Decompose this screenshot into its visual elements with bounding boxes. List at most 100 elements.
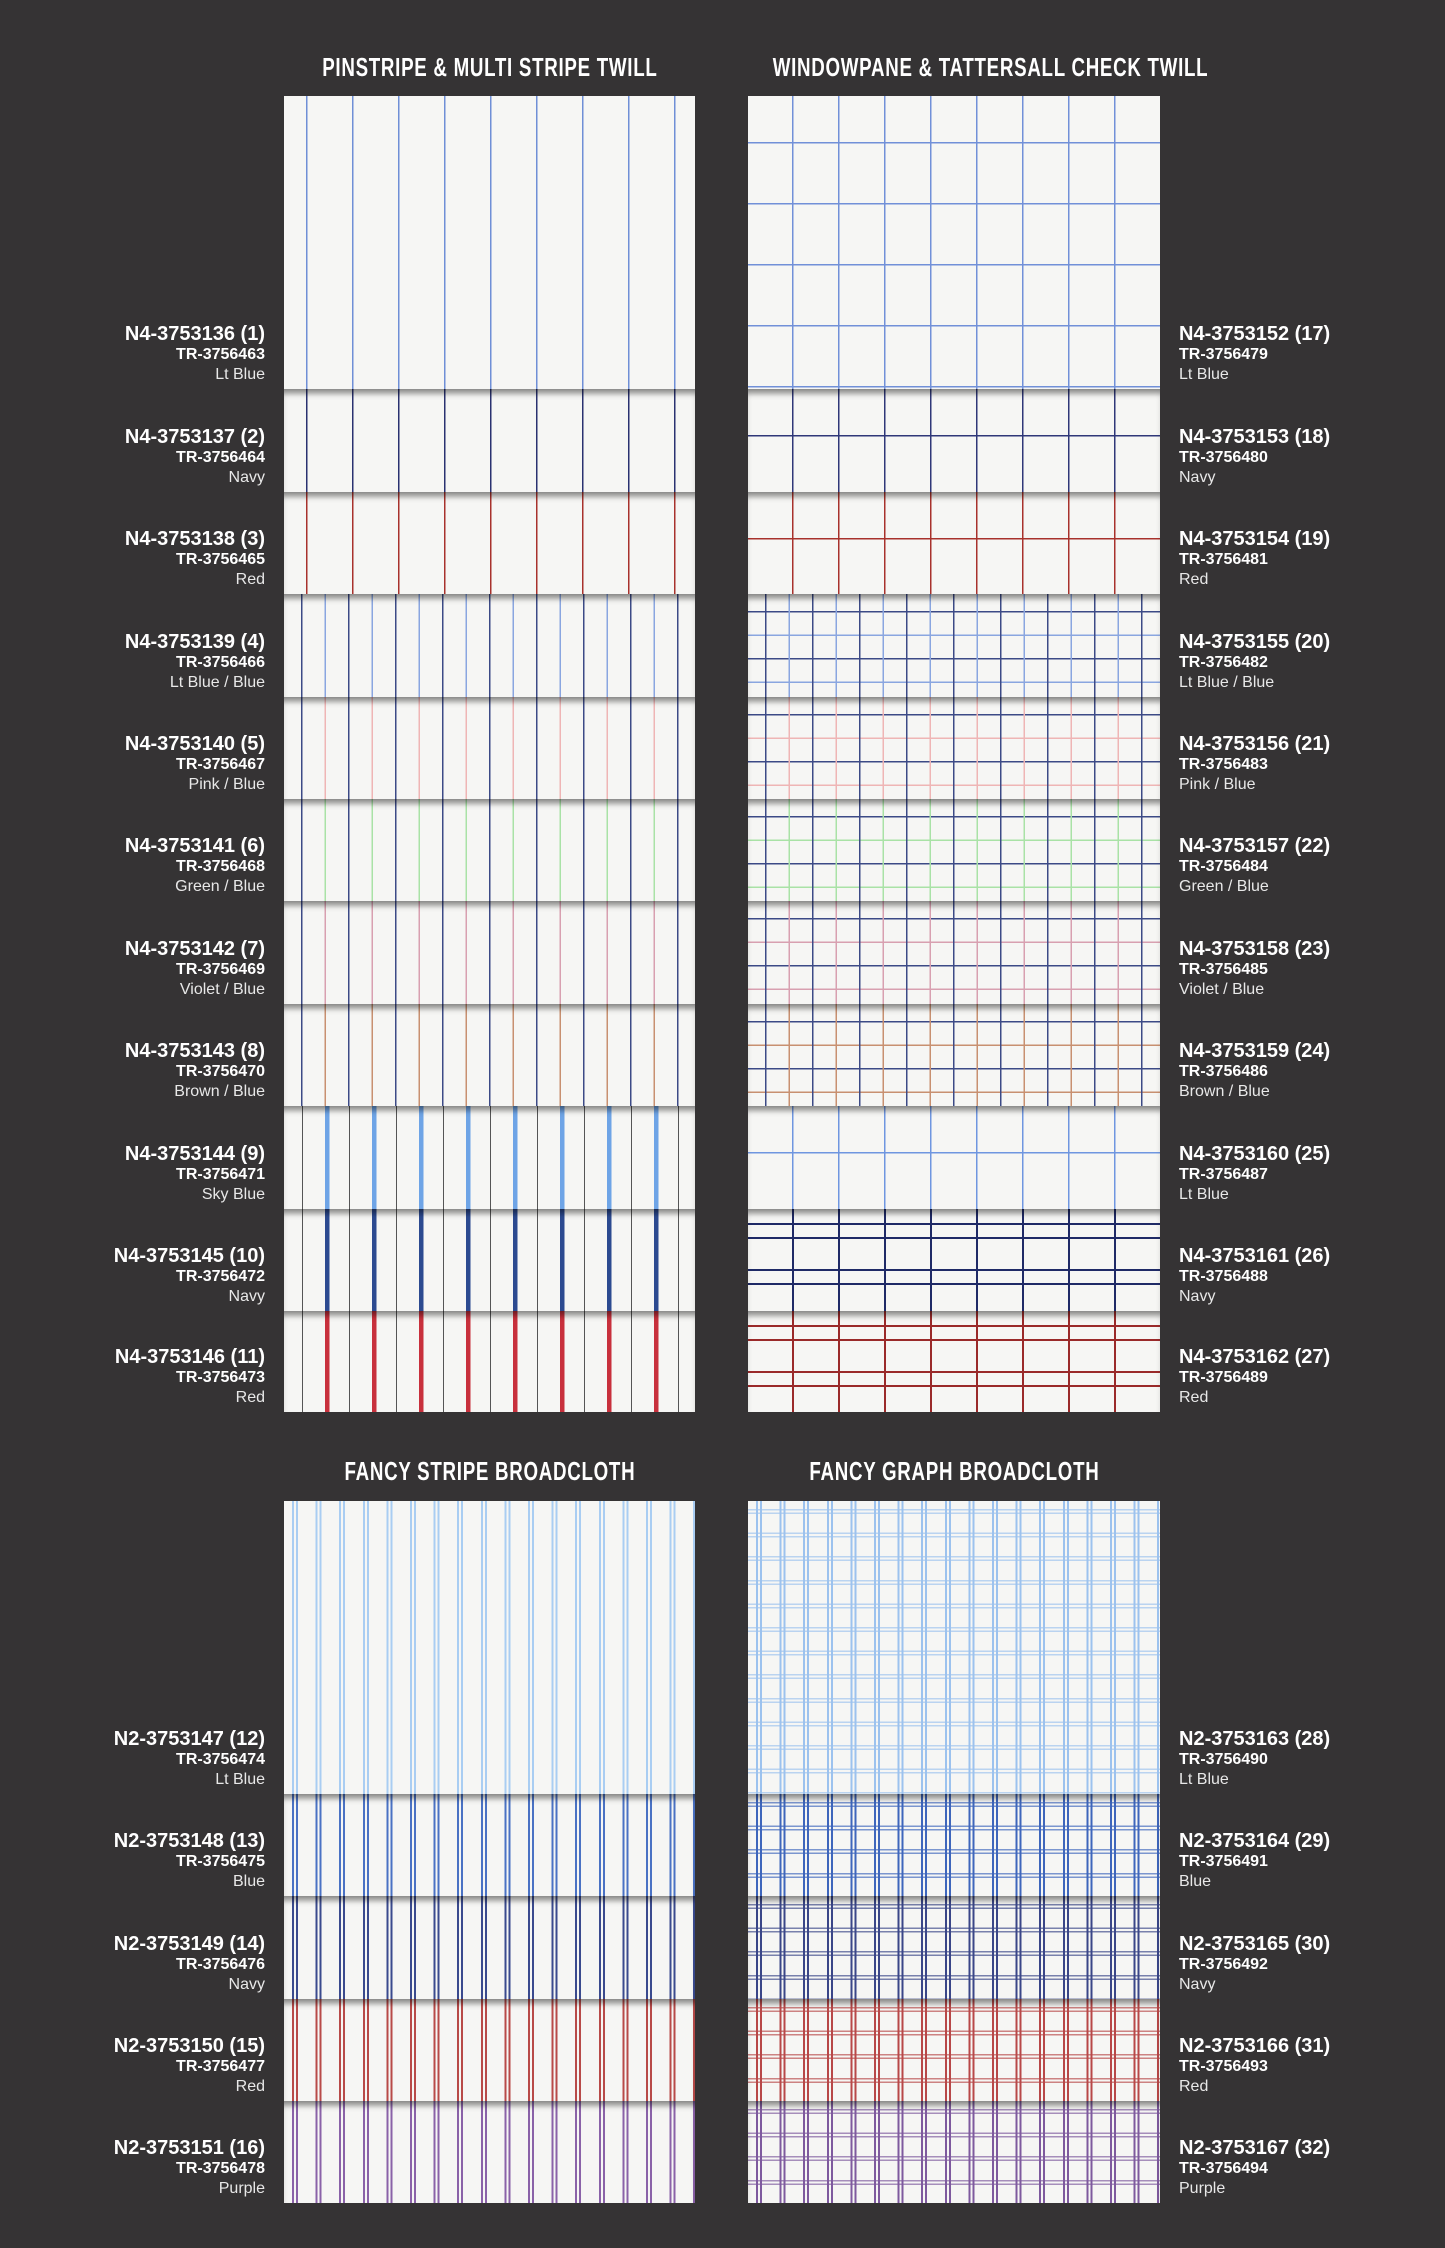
product-code: N4-3753161 (26): [1179, 1245, 1331, 1267]
color-name: Blue: [1179, 1873, 1212, 1890]
color-name: Red: [235, 2078, 265, 2095]
product-code: N2-3753150 (15): [113, 2035, 265, 2057]
tr-code: TR-3756471: [176, 1166, 265, 1183]
swatch-label: N4-3753139 (4) TR-3756466 Lt Blue / Blue: [25, 631, 265, 693]
tr-code: TR-3756464: [176, 449, 265, 466]
product-code: N4-3753160 (25): [1179, 1143, 1331, 1165]
fabric-swatch: [284, 1004, 695, 1106]
tr-code: TR-3756477: [176, 2058, 265, 2075]
swatch-label: N2-3753148 (13) TR-3756475 Blue: [25, 1830, 265, 1892]
product-code: N4-3753159 (24): [1179, 1040, 1331, 1062]
tr-code: TR-3756474: [176, 1751, 265, 1768]
fabric-swatch: [748, 96, 1160, 389]
color-name: Navy: [1179, 1288, 1216, 1305]
swatch-label: N4-3753142 (7) TR-3756469 Violet / Blue: [25, 938, 265, 1000]
fabric-swatch: [748, 799, 1160, 901]
fabric-swatch: [284, 594, 695, 697]
tr-code: TR-3756494: [1179, 2160, 1268, 2177]
product-code: N4-3753142 (7): [124, 938, 265, 960]
swatch-label: N4-3753143 (8) TR-3756470 Brown / Blue: [25, 1040, 265, 1102]
color-name: Lt Blue: [215, 1771, 265, 1788]
tr-code: TR-3756473: [176, 1369, 265, 1386]
swatch-label: N4-3753137 (2) TR-3756464 Navy: [25, 426, 265, 488]
tr-code: TR-3756492: [1179, 1956, 1268, 1973]
fabric-swatch: [748, 1794, 1160, 1896]
product-code: N2-3753149 (14): [113, 1933, 265, 1955]
color-name: Green / Blue: [1179, 878, 1269, 895]
tr-code: TR-3756486: [1179, 1063, 1268, 1080]
swatch-label: N4-3753161 (26) TR-3756488 Navy: [1179, 1245, 1419, 1307]
product-code: N4-3753143 (8): [124, 1040, 265, 1062]
color-name: Brown / Blue: [174, 1083, 265, 1100]
fabric-swatch: [748, 594, 1160, 697]
product-code: N2-3753151 (16): [113, 2137, 265, 2159]
tr-code: TR-3756481: [1179, 551, 1268, 568]
product-code: N4-3753138 (3): [124, 528, 265, 550]
tr-code: TR-3756490: [1179, 1751, 1268, 1768]
fabric-swatch: [284, 389, 695, 492]
fabric-swatch: [748, 1999, 1160, 2101]
color-name: Lt Blue: [1179, 366, 1229, 383]
swatch-label: N2-3753163 (28) TR-3756490 Lt Blue: [1179, 1728, 1419, 1790]
fabric-swatch: [284, 2101, 695, 2203]
swatch-label: N4-3753152 (17) TR-3756479 Lt Blue: [1179, 323, 1419, 385]
tr-code: TR-3756478: [176, 2160, 265, 2177]
color-name: Lt Blue: [1179, 1771, 1229, 1788]
color-name: Green / Blue: [175, 878, 265, 895]
product-code: N4-3753141 (6): [124, 835, 265, 857]
swatch-label: N4-3753145 (10) TR-3756472 Navy: [25, 1245, 265, 1307]
fabric-swatch: [748, 1209, 1160, 1311]
fabric-swatch: [284, 96, 695, 389]
color-name: Lt Blue: [1179, 1186, 1229, 1203]
fabric-swatch: [284, 1999, 695, 2101]
swatch-label: N4-3753160 (25) TR-3756487 Lt Blue: [1179, 1143, 1419, 1205]
section-title-text: WINDOWPANE & TATTERSALL CHECK TWILL: [772, 52, 1209, 82]
product-code: N4-3753154 (19): [1179, 528, 1331, 550]
swatch-label: N2-3753166 (31) TR-3756493 Red: [1179, 2035, 1419, 2097]
color-name: Red: [1179, 1389, 1209, 1406]
fabric-swatch: [284, 901, 695, 1004]
product-code: N4-3753157 (22): [1179, 835, 1331, 857]
product-code: N4-3753156 (21): [1179, 733, 1331, 755]
product-code: N4-3753152 (17): [1179, 323, 1331, 345]
swatch-label: N4-3753136 (1) TR-3756463 Lt Blue: [25, 323, 265, 385]
tr-code: TR-3756485: [1179, 961, 1268, 978]
color-name: Lt Blue / Blue: [169, 674, 265, 691]
product-code: N2-3753165 (30): [1179, 1933, 1331, 1955]
color-name: Pink / Blue: [1179, 776, 1256, 793]
swatch-label: N4-3753144 (9) TR-3756471 Sky Blue: [25, 1143, 265, 1205]
swatch-label: N2-3753149 (14) TR-3756476 Navy: [25, 1933, 265, 1995]
color-name: Lt Blue / Blue: [1179, 674, 1275, 691]
fabric-swatch: [284, 1209, 695, 1311]
tr-code: TR-3756466: [176, 654, 265, 671]
section-title-text: PINSTRIPE & MULTI STRIPE TWILL: [321, 52, 658, 82]
product-code: N2-3753147 (12): [113, 1728, 265, 1750]
swatch-label: N2-3753165 (30) TR-3756492 Navy: [1179, 1933, 1419, 1995]
color-name: Violet / Blue: [1179, 981, 1265, 998]
tr-code: TR-3756463: [176, 346, 265, 363]
swatch-label: N4-3753158 (23) TR-3756485 Violet / Blue: [1179, 938, 1419, 1000]
color-name: Navy: [1179, 469, 1216, 486]
product-code: N2-3753148 (13): [113, 1830, 265, 1852]
color-name: Pink / Blue: [188, 776, 265, 793]
fabric-swatch: [748, 1311, 1160, 1412]
color-name: Navy: [228, 1976, 265, 1993]
color-name: Navy: [228, 1288, 265, 1305]
fabric-swatch: [748, 697, 1160, 799]
swatch-label: N4-3753141 (6) TR-3756468 Green / Blue: [25, 835, 265, 897]
tr-code: TR-3756472: [176, 1268, 265, 1285]
swatch-label: N4-3753157 (22) TR-3756484 Green / Blue: [1179, 835, 1419, 897]
fabric-swatch: [284, 1501, 695, 1794]
fabric-swatch: [748, 492, 1160, 594]
fabric-swatch: [284, 697, 695, 799]
fabric-swatch: [748, 901, 1160, 1004]
fabric-swatch: [748, 1004, 1160, 1106]
fabric-swatch: [284, 1311, 695, 1412]
product-code: N2-3753166 (31): [1179, 2035, 1331, 2057]
swatch-label: N4-3753156 (21) TR-3756483 Pink / Blue: [1179, 733, 1419, 795]
product-code: N4-3753136 (1): [124, 323, 265, 345]
color-name: Red: [1179, 571, 1209, 588]
swatch-label: N4-3753162 (27) TR-3756489 Red: [1179, 1346, 1419, 1408]
product-code: N2-3753167 (32): [1179, 2137, 1331, 2159]
product-code: N4-3753139 (4): [124, 631, 265, 653]
